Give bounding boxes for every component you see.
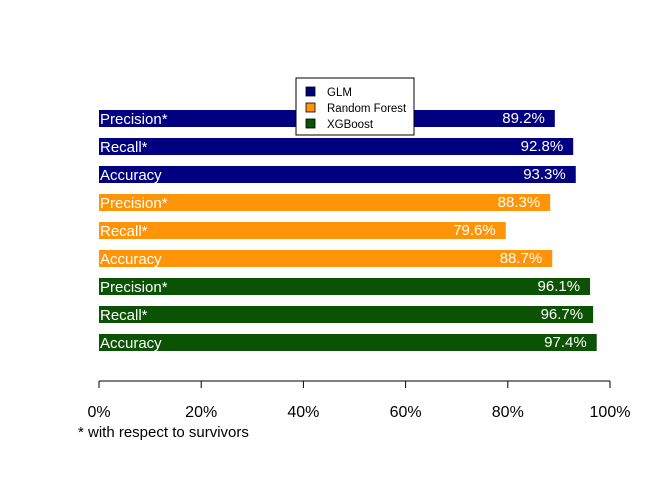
bar-value-label: 88.7% <box>500 250 543 267</box>
bar-value-label: 92.8% <box>521 138 564 155</box>
bar-value-label: 93.3% <box>523 166 566 183</box>
bar-category-label: Precision* <box>100 111 168 128</box>
bars-layer: Precision* 89.2% Recall* 92.8% Accuracy 93.3%… <box>99 110 597 352</box>
legend-box <box>295 77 415 136</box>
legend-entry: Random Forest <box>327 103 407 115</box>
bar-category-label: Precision* <box>100 195 168 212</box>
x-tick-label: 0% <box>87 404 110 421</box>
x-tick-label: 100% <box>590 404 631 421</box>
legend-swatch <box>305 118 316 129</box>
bar-group-1: Precision* 88.3% Recall* 79.6% Accuracy 88.7% <box>99 194 553 268</box>
bar <box>99 250 553 267</box>
legend-entry: XGBoost <box>327 119 374 131</box>
bar-category-label: Accuracy <box>100 335 162 352</box>
legend-swatch <box>305 102 316 113</box>
x-tick-label: 60% <box>390 404 422 421</box>
legend-entry: GLM <box>327 87 352 99</box>
legend: GLM Random Forest XGBoost <box>295 77 415 136</box>
bar-value-label: 89.2% <box>502 110 545 127</box>
bar-value-label: 96.7% <box>541 306 584 323</box>
bar-category-label: Recall* <box>100 139 148 156</box>
x-tick-label: 20% <box>185 404 217 421</box>
bar-category-label: Accuracy <box>100 251 162 268</box>
bar-value-label: 88.3% <box>498 194 541 211</box>
x-tick-label: 80% <box>492 404 524 421</box>
bar-group-2: Precision* 96.1% Recall* 96.7% Accuracy 97.4% <box>99 278 597 352</box>
bar <box>99 334 597 351</box>
x-tick-label: 40% <box>287 404 319 421</box>
bar <box>99 138 574 155</box>
bar-category-label: Precision* <box>100 279 168 296</box>
footnote: * with respect to survivors <box>78 424 249 441</box>
bar <box>99 222 506 239</box>
bar-value-label: 97.4% <box>544 334 587 351</box>
bar <box>99 278 591 295</box>
bar <box>99 306 594 323</box>
bar-value-label: 96.1% <box>538 278 581 295</box>
x-axis: 0% 20% 40% 60% 80% 100% <box>87 380 631 421</box>
legend-swatch <box>305 86 316 97</box>
bar <box>99 166 576 183</box>
bar <box>99 194 551 211</box>
bar-value-label: 79.6% <box>453 222 496 239</box>
bar-category-label: Accuracy <box>100 167 162 184</box>
bar-category-label: Recall* <box>100 307 148 324</box>
bar-category-label: Recall* <box>100 223 148 240</box>
bar-group-0: Precision* 89.2% Recall* 92.8% Accuracy 93.3% <box>99 110 576 184</box>
